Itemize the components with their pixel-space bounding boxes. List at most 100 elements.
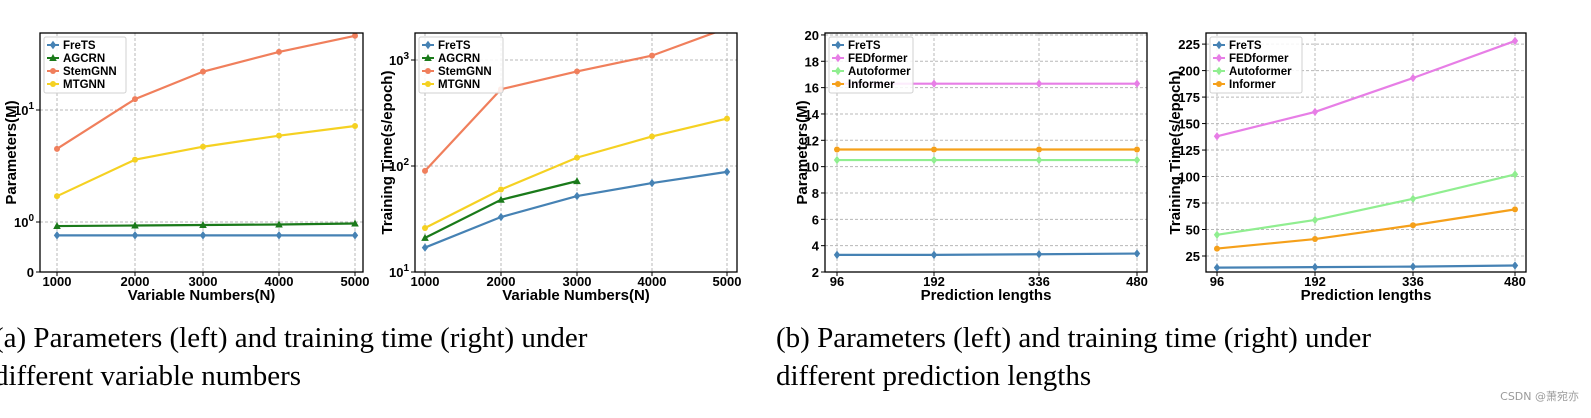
legend-marker [49,54,57,61]
legend-marker [1215,40,1223,50]
legend-marker [1215,53,1223,63]
legend-label: AGCRN [63,53,105,65]
data-point-frets [1035,250,1043,259]
data-point-agcrn [497,195,505,203]
x-tick-label: 1000 [43,274,72,289]
data-point-stemgnn [649,52,655,59]
data-point-frets [421,243,429,252]
y-tick-label: 101 [14,101,34,118]
data-point-frets [497,212,505,222]
y-tick-label: 200 [1178,64,1200,79]
y-tick-label: 100 [1178,170,1200,185]
chart-panel-2: 1000 2000 3000 4000 5000 101 102 103 Variable Nu… [379,32,742,304]
y-tick-label: 12 [805,133,819,148]
x-tick-label: 4000 [638,274,667,289]
data-point-mtgnn [574,154,580,161]
x-tick-label: 336 [1028,274,1050,289]
data-point-agcrn [275,220,283,228]
data-point-mtgnn [352,122,358,129]
y-tick-label: 175 [1178,90,1200,105]
plot-frame [1205,32,1527,273]
y-tick-label: 4 [812,239,820,254]
data-point-stemgnn [132,96,138,103]
data-point-autoformer [833,155,841,165]
legend-marker [50,68,56,74]
data-point-frets [833,250,841,260]
data-point-informer [1214,245,1220,252]
legend-label: FreTS [848,40,881,52]
data-point-mtgnn [132,156,138,163]
legend-box [1209,36,1303,94]
x-tick-label: 96 [1210,274,1224,289]
x-axis-label: Variable Numbers(N) [128,287,276,304]
data-point-stemgnn [422,167,428,174]
x-tick-label: 192 [1304,274,1326,289]
x-tick-label: 1000 [411,274,440,289]
legend-box [828,36,914,94]
y-tick-label: 18 [805,54,819,69]
data-point-agcrn [421,233,429,241]
plot-frame [414,32,738,273]
y-tick-label: 102 [389,157,409,174]
legend-marker [834,66,842,76]
data-point-frets [199,231,207,240]
legend-marker [834,53,842,63]
x-tick-label: 5000 [341,274,370,289]
y-tick-label: 10 [805,160,819,175]
series-line-informer [1216,208,1516,250]
data-point-mtgnn [276,132,282,139]
series-line-agcrn [56,222,356,228]
y-tick-label: 100 [14,213,34,230]
watermark: CSDN @萧宛亦 [1500,390,1579,403]
legend-marker [424,54,432,61]
data-point-stemgnn [276,48,282,55]
data-point-mtgnn [54,193,60,200]
data-point-agcrn [53,222,61,230]
data-point-agcrn [131,221,139,229]
data-point-mtgnn [422,225,428,232]
data-point-agcrn [351,219,359,227]
data-point-stemgnn [352,32,358,39]
data-point-stemgnn [54,145,60,152]
data-point-frets [1213,263,1221,272]
x-tick-label: 3000 [563,274,592,289]
data-point-agcrn [573,177,581,185]
y-tick-label: 0 [27,265,34,280]
data-point-frets [1311,262,1319,272]
y-tick-label: 6 [812,212,819,227]
y-tick-label: 14 [805,107,820,122]
data-point-informer [834,146,840,153]
y-tick-label: 103 [389,51,409,68]
data-point-autoformer [1133,155,1141,165]
x-tick-label: 2000 [487,274,516,289]
data-point-frets [723,167,731,177]
caption-b-line2: different prediction lengths [776,360,1092,392]
y-axis-label: Training Time(s/epoch) [1167,71,1184,235]
data-point-autoformer [1409,194,1417,203]
y-tick-label: 50 [1186,223,1200,238]
legend-label: FreTS [63,40,96,52]
data-point-fedformer [1213,132,1221,141]
x-tick-label: 5000 [713,274,742,289]
data-point-autoformer [930,155,938,165]
y-tick-label: 75 [1186,196,1200,211]
data-point-fedformer [1035,79,1043,88]
data-point-informer [1312,236,1318,243]
series-line-frets [1216,264,1516,269]
x-tick-label: 3000 [189,274,218,289]
legend-label: FreTS [438,40,471,52]
data-point-informer [1512,206,1518,213]
data-point-mtgnn [200,143,206,150]
series-line-mtgnn [56,124,356,198]
legend-marker [834,40,842,50]
legend-label: AGCRN [438,53,480,65]
data-point-fedformer [1511,36,1519,46]
legend-marker [425,68,431,74]
legend-marker [49,40,57,50]
data-point-frets [1409,262,1417,271]
data-point-mtgnn [498,186,504,193]
series-line-autoformer [1216,173,1516,236]
data-point-informer [1134,146,1140,153]
data-point-frets [275,231,283,240]
